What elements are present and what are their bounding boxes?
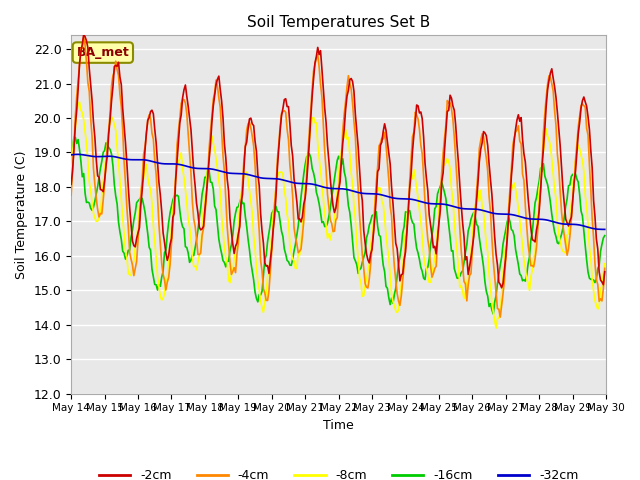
- Y-axis label: Soil Temperature (C): Soil Temperature (C): [15, 150, 28, 279]
- Title: Soil Temperatures Set B: Soil Temperatures Set B: [247, 15, 430, 30]
- X-axis label: Time: Time: [323, 419, 354, 432]
- Text: BA_met: BA_met: [77, 46, 129, 59]
- Legend: -2cm, -4cm, -8cm, -16cm, -32cm: -2cm, -4cm, -8cm, -16cm, -32cm: [94, 464, 584, 480]
